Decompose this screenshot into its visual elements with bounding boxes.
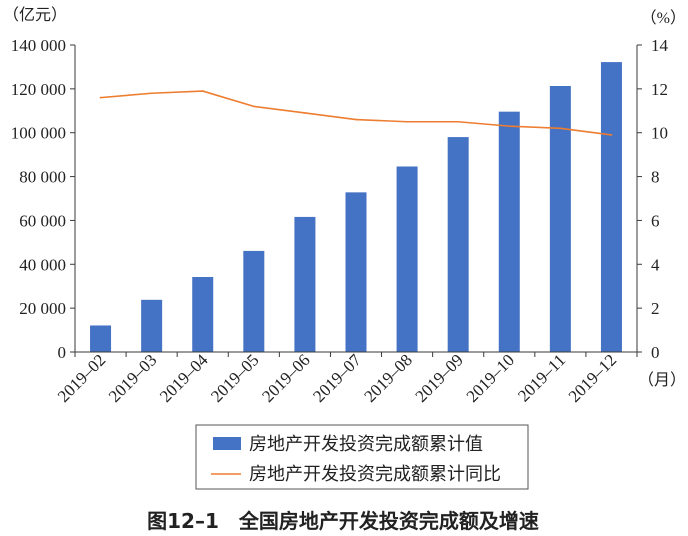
investment-bar	[549, 86, 571, 352]
left-axis-unit-label: （亿元）	[3, 6, 67, 24]
right-tick-label: 12	[651, 80, 668, 99]
x-axis-unit-label: （月）	[638, 371, 686, 389]
right-tick-label: 10	[651, 124, 668, 143]
investment-bar	[192, 277, 214, 352]
x-tick-label: 2019–07	[309, 350, 365, 406]
left-tick-label: 20 000	[19, 299, 66, 318]
right-axis-unit-label: （%）	[641, 9, 686, 27]
left-tick-label: 0	[58, 343, 67, 362]
legend: 房地产开发投资完成额累计值 房地产开发投资完成额累计同比	[195, 424, 529, 490]
growth-line-series	[99, 90, 613, 136]
bar-series	[90, 62, 622, 352]
x-tick-label: 2019–06	[258, 350, 314, 406]
growth-rate-point	[508, 125, 511, 128]
growth-rate-point	[406, 120, 408, 123]
x-tick-label: 2019–08	[360, 350, 416, 406]
investment-bar	[90, 325, 112, 352]
investment-bar	[396, 166, 418, 352]
growth-rate-point	[304, 112, 306, 114]
legend-box	[195, 424, 529, 490]
growth-rate-point	[252, 105, 255, 108]
right-tick-label: 0	[651, 343, 660, 362]
growth-rate-point	[150, 92, 153, 95]
right-tick-label: 2	[651, 299, 660, 318]
x-tick-label: 2019–12	[565, 350, 621, 406]
left-tick-label: 140 000	[11, 36, 66, 55]
legend-label-bar: 房地产开发投资完成额累计值	[249, 434, 483, 454]
investment-bar	[345, 192, 367, 352]
x-tick-label: 2019–05	[207, 350, 263, 406]
left-tick-label: 80 000	[19, 168, 66, 187]
x-tick-label: 2019–11	[514, 350, 569, 405]
growth-rate-point	[201, 90, 204, 92]
left-tick-label: 60 000	[19, 211, 66, 230]
right-tick-label: 6	[651, 211, 660, 230]
left-tick-label: 100 000	[11, 124, 66, 143]
right-tick-label: 4	[651, 255, 660, 274]
x-tick-label: 2019–09	[412, 350, 468, 406]
growth-rate-point	[610, 134, 613, 136]
investment-bar	[600, 62, 622, 352]
right-tick-label: 8	[651, 168, 660, 187]
growth-rate-point	[559, 127, 562, 130]
growth-rate-line	[100, 90, 612, 136]
investment-bar	[294, 216, 316, 352]
growth-rate-point	[99, 96, 102, 99]
investment-bar	[243, 250, 265, 352]
left-tick-label: 40 000	[19, 255, 66, 274]
growth-rate-point	[355, 118, 357, 121]
x-axis-ticks: 2019–022019–032019–042019–052019–062019–…	[54, 350, 638, 406]
legend-swatch-bar	[213, 437, 241, 450]
x-tick-label: 2019–04	[156, 350, 212, 406]
right-axis-ticks: 0 2 4 6 8 10 12 14	[637, 36, 669, 362]
investment-bar	[498, 111, 520, 352]
legend-label-line: 房地产开发投资完成额累计同比	[249, 464, 501, 484]
left-tick-label: 120 000	[11, 80, 66, 99]
figure-caption: 图12–1 全国房地产开发投资完成额及增速	[147, 509, 539, 533]
investment-bar	[447, 137, 469, 352]
investment-bar	[141, 299, 163, 352]
x-tick-label: 2019–10	[463, 350, 519, 406]
growth-rate-point	[457, 120, 460, 123]
x-tick-label: 2019–03	[105, 350, 161, 406]
left-axis-ticks: 0 20 000 40 000 60 000 80 000 100 000 120 000 1…	[11, 36, 75, 362]
right-tick-label: 14	[651, 36, 669, 55]
